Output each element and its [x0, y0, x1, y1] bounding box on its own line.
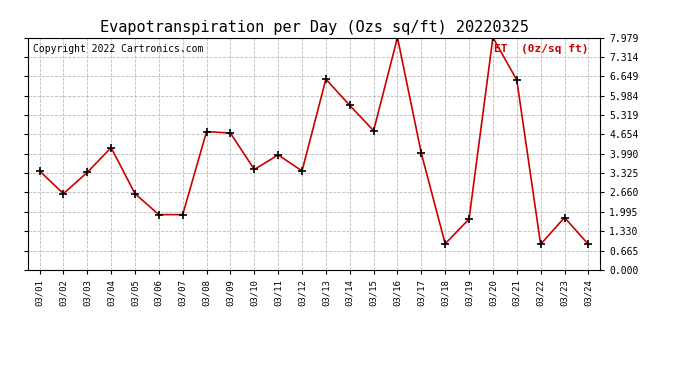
ET  (0z/sq ft)	[513, 78, 521, 82]
Text: Copyright 2022 Cartronics.com: Copyright 2022 Cartronics.com	[33, 45, 204, 54]
Line: ET  (0z/sq ft): ET (0z/sq ft)	[35, 33, 593, 249]
ET  (0z/sq ft)	[369, 129, 377, 133]
ET  (0z/sq ft)	[346, 103, 354, 108]
ET  (0z/sq ft)	[131, 191, 139, 196]
ET  (0z/sq ft)	[202, 129, 210, 134]
ET  (0z/sq ft)	[59, 191, 68, 196]
ET  (0z/sq ft)	[298, 169, 306, 173]
ET  (0z/sq ft)	[250, 167, 259, 172]
ET  (0z/sq ft)	[107, 146, 115, 150]
ET  (0z/sq ft)	[441, 242, 449, 246]
Text: ET  (0z/sq ft): ET (0z/sq ft)	[494, 45, 589, 54]
ET  (0z/sq ft)	[560, 215, 569, 220]
ET  (0z/sq ft)	[584, 242, 593, 247]
ET  (0z/sq ft)	[35, 169, 43, 173]
Title: Evapotranspiration per Day (Ozs sq/ft) 20220325: Evapotranspiration per Day (Ozs sq/ft) 2…	[99, 20, 529, 35]
ET  (0z/sq ft)	[274, 153, 282, 157]
ET  (0z/sq ft)	[226, 131, 235, 135]
ET  (0z/sq ft)	[155, 212, 163, 217]
ET  (0z/sq ft)	[417, 151, 426, 156]
ET  (0z/sq ft)	[489, 35, 497, 40]
ET  (0z/sq ft)	[179, 212, 187, 217]
ET  (0z/sq ft)	[322, 77, 330, 81]
ET  (0z/sq ft)	[393, 35, 402, 40]
ET  (0z/sq ft)	[465, 217, 473, 221]
ET  (0z/sq ft)	[83, 170, 91, 175]
ET  (0z/sq ft)	[537, 242, 545, 247]
